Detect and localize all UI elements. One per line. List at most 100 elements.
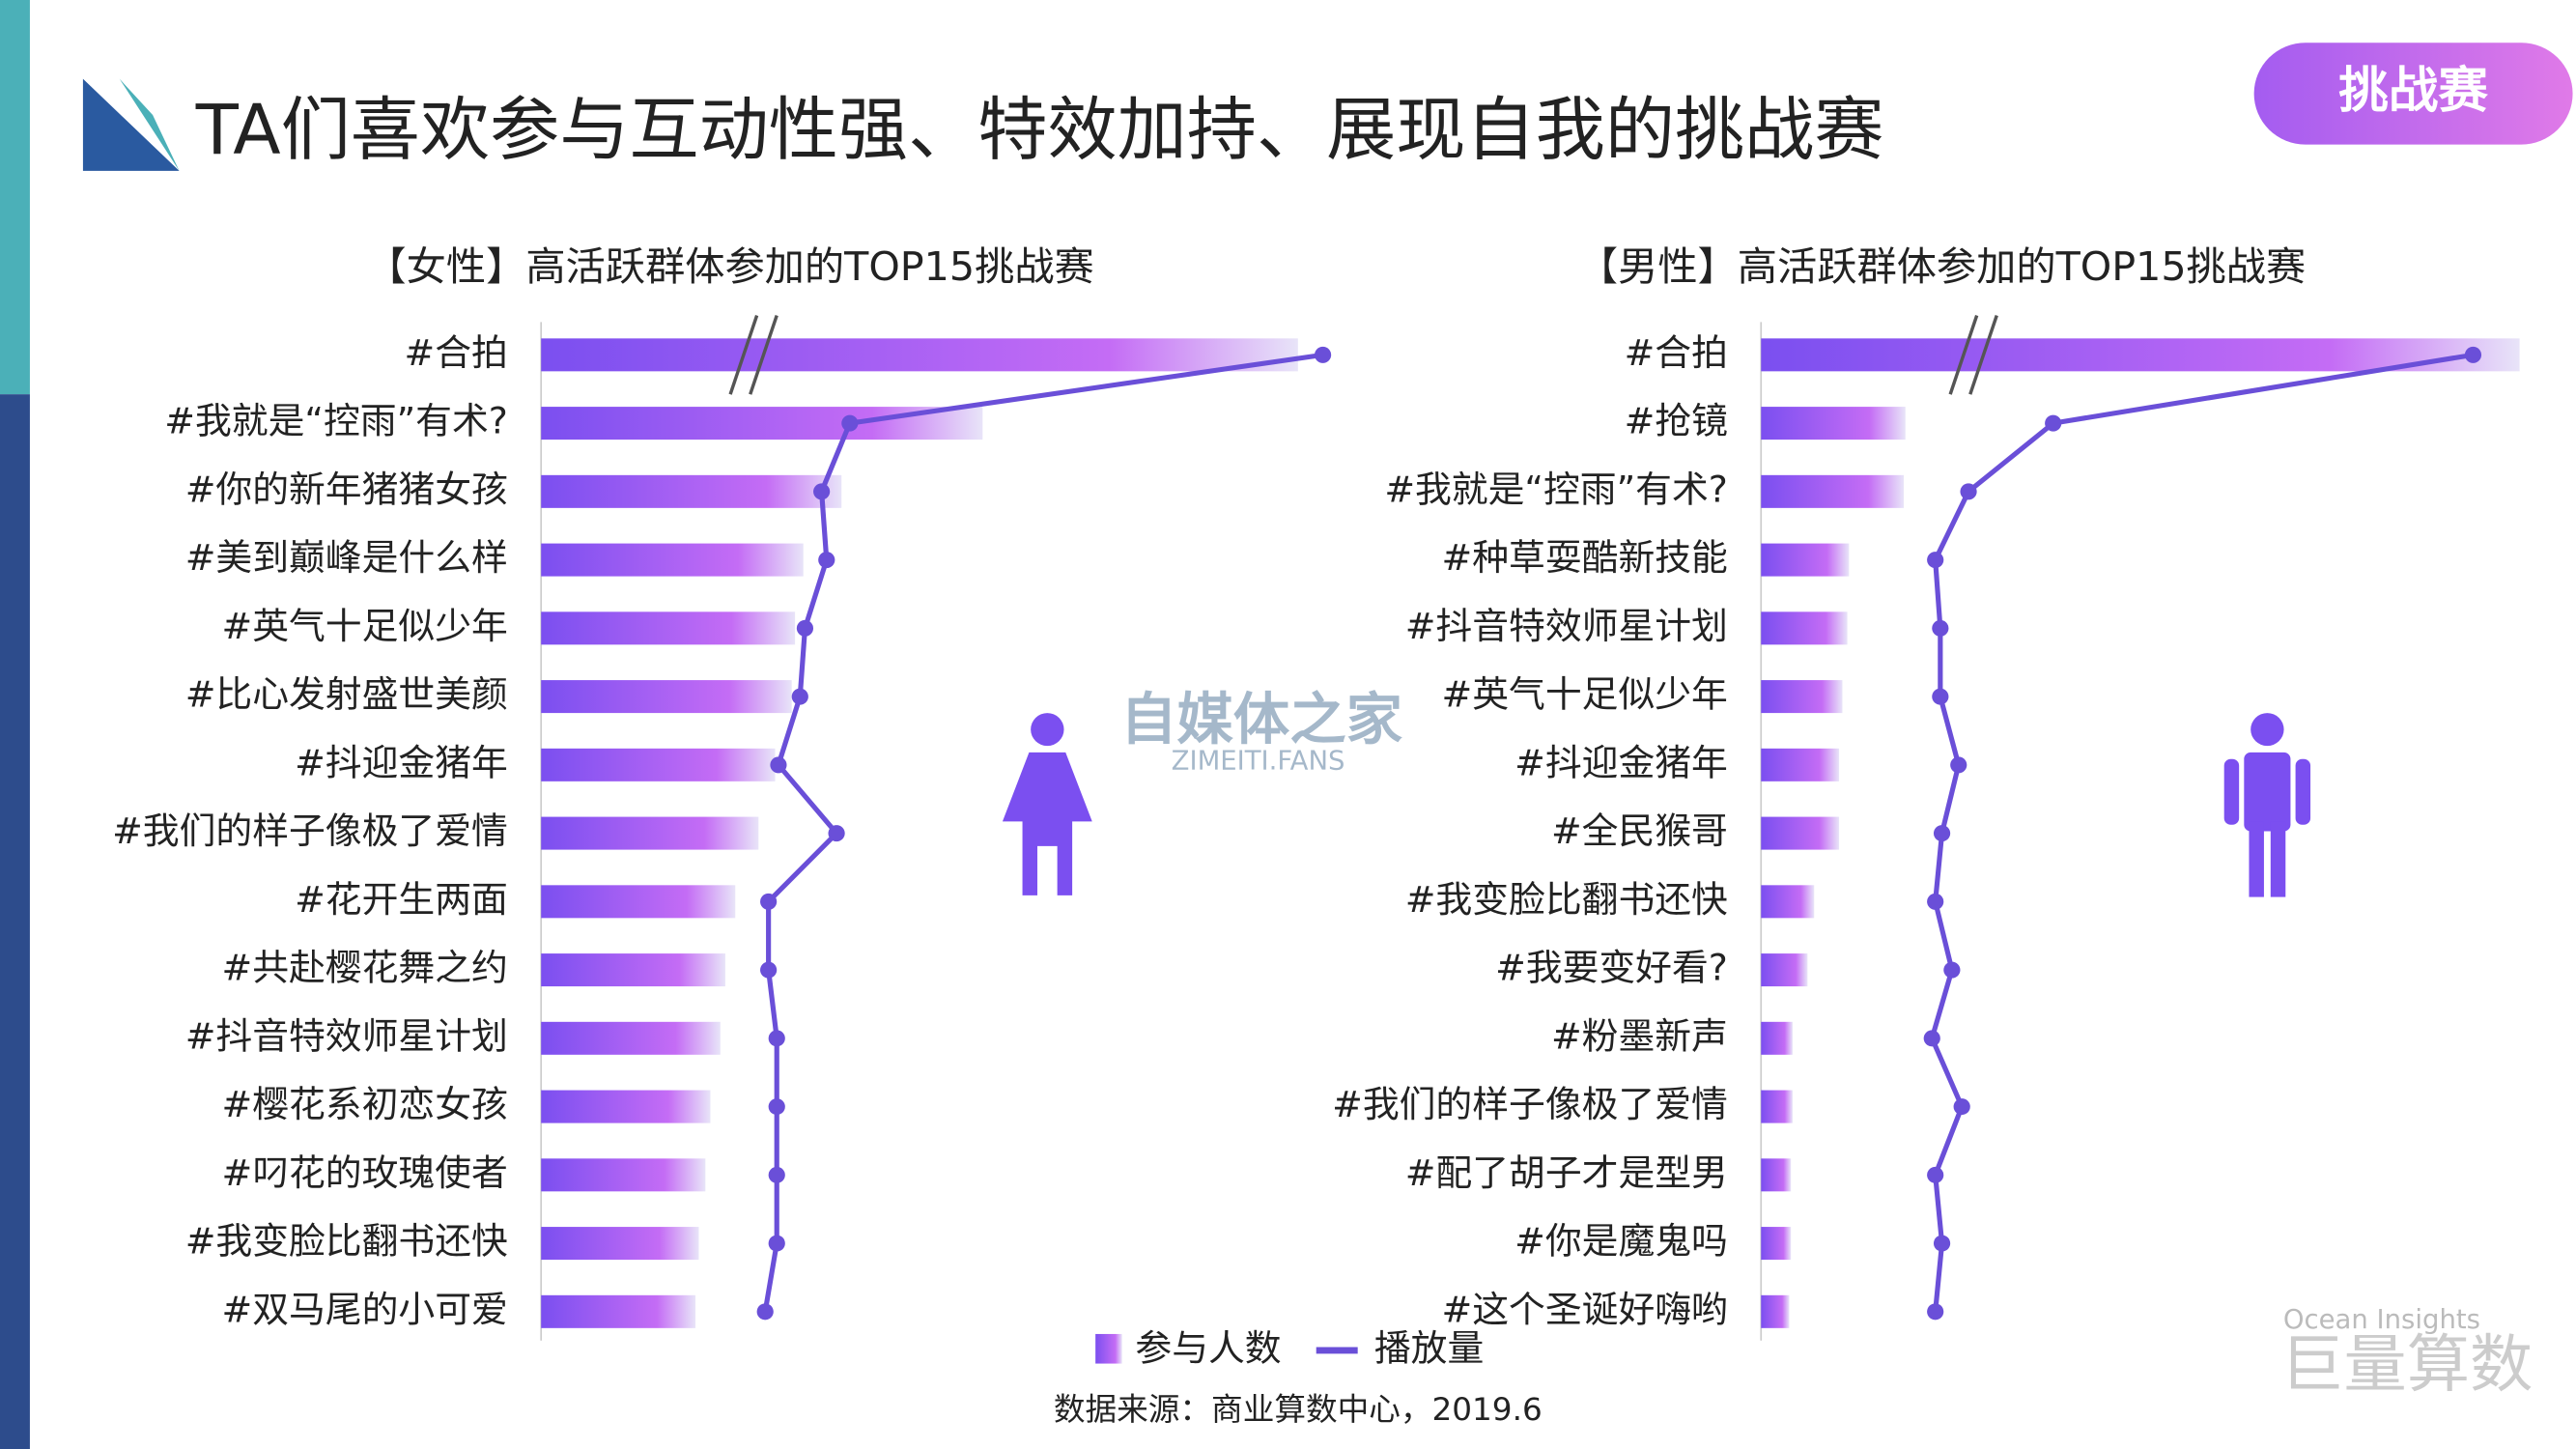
brand-en: Ocean Insights [2283,1305,2480,1335]
bar [1761,474,1905,508]
plays-point [760,893,778,910]
logo [82,78,180,171]
plays-point [756,1303,774,1321]
plays-point [1950,756,1967,774]
category-label: #合拍 [405,331,508,374]
category-label: #我们的样子像极了爱情 [112,810,508,852]
category-label: #配了胡子才是型男 [1405,1151,1728,1194]
bar [1761,611,1848,645]
legend-label: 参与人数 [1135,1327,1281,1370]
category-label: #我变脸比翻书还快 [185,1220,508,1263]
bar [1761,953,1808,987]
category-label: #我们的样子像极了爱情 [1332,1083,1728,1125]
category-label: #你是魔鬼吗 [1514,1220,1728,1263]
bar [1761,885,1815,919]
plays-point [768,1166,785,1183]
bar [1761,1021,1793,1055]
plays-point [813,483,831,500]
bar [541,953,725,987]
plays-point [2464,346,2482,363]
category-label: #英气十足似少年 [1442,673,1728,716]
axis-break [1948,314,1979,395]
source: 数据来源：商业算数中心，2019.6 [1054,1391,1543,1428]
category-label: #我就是“控雨”有术? [1384,468,1728,510]
bar [541,611,796,645]
bar [541,885,736,919]
plays-point [1314,346,1332,363]
bar [1761,680,1843,714]
bar [1761,1294,1790,1328]
plays-point [841,414,859,432]
watermark: 自媒体之家 [1120,687,1402,753]
bar [1761,1227,1792,1261]
plays-point [768,1235,785,1252]
plays-point [1932,619,1949,637]
bar [1761,748,1840,781]
side-strip [0,0,30,395]
category-label: #共赴樱花舞之约 [222,947,508,989]
category-label: #粉墨新声 [1551,1014,1728,1057]
bar [541,1090,711,1123]
plays-point [1927,1303,1944,1321]
category-label: #我要变好看? [1495,947,1728,989]
bar [541,1227,699,1261]
category-label: #叼花的玫瑰使者 [222,1151,508,1194]
category-label: #樱花系初恋女孩 [222,1083,508,1125]
bar [541,748,776,781]
bar [541,474,842,508]
bar [541,1158,706,1192]
bar [1761,816,1840,850]
category-label: #合拍 [1625,331,1728,374]
plays-point [768,1030,785,1047]
plays-point [1933,825,1951,842]
plays-point [796,619,814,637]
bar [541,338,1298,372]
plays-point [828,825,845,842]
chart-title: 【女性】高活跃群体参加的TOP15挑战赛 [366,243,1093,290]
plays-point [791,688,808,705]
plays-line [1929,352,2474,1313]
bar [1761,407,1906,440]
plays-point [1933,1235,1951,1252]
category-label: #美到巅峰是什么样 [185,536,508,579]
category-label: #抢镜 [1625,400,1728,442]
category-label: #抖迎金猪年 [1514,741,1728,783]
plays-point [1960,483,1977,500]
bar [541,1294,696,1328]
axis-break [728,314,759,395]
tag-text: 挑战赛 [2338,62,2488,120]
category-label: #抖音特效师星计划 [1405,605,1728,647]
category-label: #你的新年猪猪女孩 [185,468,508,510]
bar [541,680,792,714]
category-label: #花开生两面 [295,878,508,921]
axis-break [749,314,778,395]
axis-break [1968,314,1998,395]
plays-point [770,756,787,774]
bar [541,816,759,850]
plays-point [1923,1030,1940,1047]
category-label: #全民猴哥 [1551,810,1728,852]
chart-title: 【男性】高活跃群体参加的TOP15挑战赛 [1578,243,2306,290]
plays-point [818,552,835,569]
category-label: #这个圣诞好嗨哟 [1442,1288,1728,1330]
plays-point [1927,1166,1944,1183]
bar [1761,543,1850,577]
plays-point [1932,688,1949,705]
side-strip [0,394,30,1449]
plays-point [1953,1098,1970,1116]
plays-point [1927,552,1944,569]
plays-point [768,1098,785,1116]
legend-label: 播放量 [1374,1327,1484,1370]
bar [541,543,804,577]
bar [1761,1158,1792,1192]
page-title: TA们喜欢参与互动性强、特效加持、展现自我的挑战赛 [195,89,1884,170]
plays-point [2045,414,2062,432]
bar [541,1021,721,1055]
category-label: #我就是“控雨”有术? [164,400,508,442]
plays-point [1943,961,1961,979]
category-label: #英气十足似少年 [222,605,508,647]
watermark-url: ZIMEITI.FANS [1172,747,1345,777]
plays-point [1927,893,1944,910]
bar [1761,1090,1793,1123]
category-label: #抖音特效师星计划 [185,1014,508,1057]
